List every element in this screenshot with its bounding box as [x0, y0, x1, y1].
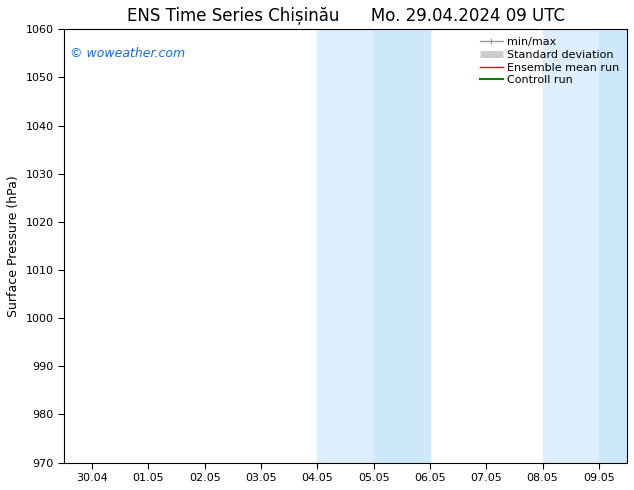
Title: ENS Time Series Chișinău      Mo. 29.04.2024 09 UTC: ENS Time Series Chișinău Mo. 29.04.2024 …	[127, 7, 564, 25]
Bar	[373, 29, 430, 463]
Y-axis label: Surface Pressure (hPa): Surface Pressure (hPa)	[7, 175, 20, 317]
Text: © woweather.com: © woweather.com	[70, 47, 184, 60]
Bar	[318, 29, 373, 463]
Legend: min/max, Standard deviation, Ensemble mean run, Controll run: min/max, Standard deviation, Ensemble me…	[478, 35, 621, 88]
Bar	[599, 29, 627, 463]
Bar	[543, 29, 599, 463]
